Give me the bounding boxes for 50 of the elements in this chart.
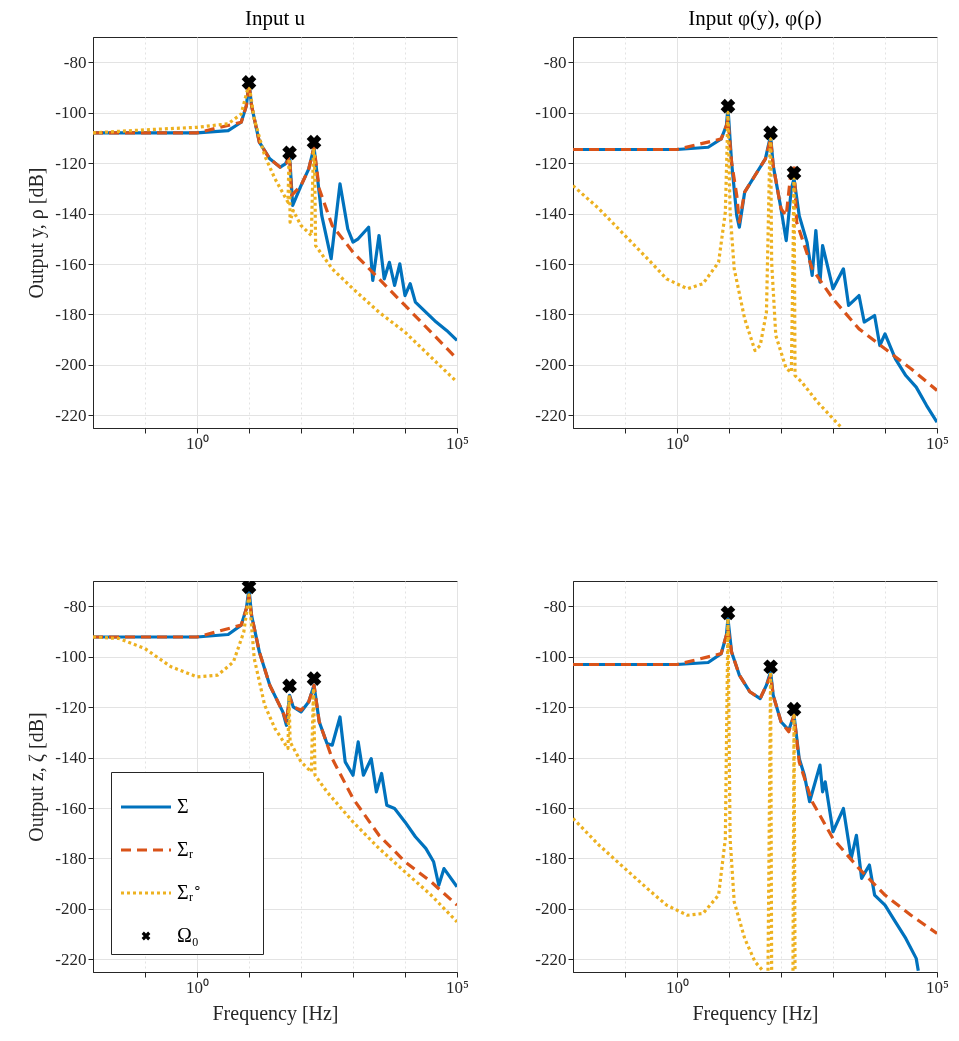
y-tick-label: -160 — [535, 254, 567, 274]
y-tick-label: -100 — [535, 103, 567, 123]
y-tick-label: -140 — [535, 204, 567, 224]
x-axis-title: Frequency [Hz] — [212, 1001, 339, 1025]
x-tick-label: 10⁵ — [446, 433, 470, 453]
y-tick-label: -140 — [55, 204, 87, 224]
y-tick-label: -120 — [535, 697, 567, 717]
x-tick-label: 10⁵ — [446, 977, 470, 997]
y-tick-label: -180 — [535, 848, 567, 868]
legend-label: Σᵣ$^{∘}$ — [177, 879, 203, 903]
y-tick-label: -80 — [63, 596, 87, 616]
y-tick-label: -160 — [535, 798, 567, 818]
y-tick-label: -180 — [535, 304, 567, 324]
x-tick-label: 10⁵ — [926, 977, 950, 997]
chart-title: Input u — [244, 6, 306, 30]
y-tick-label: -120 — [55, 697, 87, 717]
y-tick-label: -200 — [535, 355, 567, 375]
y-tick-label: -220 — [55, 949, 87, 969]
y-tick-label: -180 — [55, 848, 87, 868]
legend-label: Ω₀ — [177, 924, 199, 946]
y-tick-label: -200 — [535, 899, 567, 919]
y-tick-label: -200 — [55, 899, 87, 919]
y-tick-label: -140 — [55, 748, 87, 768]
legend-label: Σ — [177, 795, 189, 817]
y-axis-title: Output y, ρ [dB] — [25, 167, 49, 299]
y-tick-label: -100 — [55, 103, 87, 123]
y-tick-label: -80 — [63, 52, 87, 72]
y-tick-label: -120 — [535, 153, 567, 173]
y-tick-label: -200 — [55, 355, 87, 375]
x-tick-label: 10⁰ — [666, 433, 689, 453]
x-tick-label: 10⁰ — [186, 977, 209, 997]
y-tick-label: -120 — [55, 153, 87, 173]
y-tick-label: -160 — [55, 798, 87, 818]
y-tick-label: -80 — [543, 596, 567, 616]
legend-label: Σᵣ — [177, 838, 194, 860]
y-tick-label: -160 — [55, 254, 87, 274]
y-tick-label: -80 — [543, 52, 567, 72]
chart-title: Input φ(y), φ(ρ) — [688, 6, 822, 30]
y-tick-label: -100 — [535, 647, 567, 667]
y-tick-label: -220 — [55, 405, 87, 425]
y-tick-label: -100 — [55, 647, 87, 667]
x-tick-label: 10⁵ — [926, 433, 950, 453]
y-tick-label: -220 — [535, 405, 567, 425]
x-axis-title: Frequency [Hz] — [692, 1001, 819, 1025]
y-tick-label: -180 — [55, 304, 87, 324]
y-tick-label: -140 — [535, 748, 567, 768]
x-tick-label: 10⁰ — [186, 433, 209, 453]
x-tick-label: 10⁰ — [666, 977, 689, 997]
y-axis-title: Output z, ζ [dB] — [25, 712, 49, 842]
y-tick-label: -220 — [535, 949, 567, 969]
